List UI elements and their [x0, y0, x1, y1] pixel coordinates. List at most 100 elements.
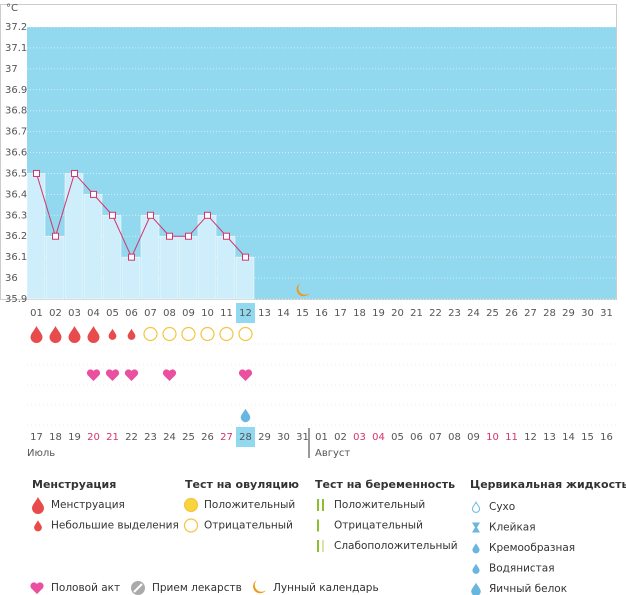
temp-column — [121, 256, 141, 300]
legend-icon — [471, 501, 481, 513]
temp-column — [83, 194, 103, 300]
x-tick-label: 18 — [353, 308, 366, 319]
legend-icon — [317, 540, 319, 552]
ovulation-negative-icon — [143, 326, 158, 342]
temp-column — [64, 173, 84, 300]
y-tick-label: 37 — [5, 64, 18, 75]
today-highlight — [236, 427, 255, 447]
x-tick-label: 22 — [429, 308, 442, 319]
cycle-day-label: 06 — [410, 432, 423, 443]
temp-point — [90, 190, 97, 198]
temp-point — [147, 211, 154, 219]
x-tick-label: 29 — [562, 308, 575, 319]
plot-area — [27, 27, 616, 299]
cycle-day-label: 03 — [353, 432, 366, 443]
legend-heading: Цервикальная жидкость — [470, 478, 626, 491]
legend-item: Половой акт — [51, 582, 120, 594]
x-tick-label: 08 — [163, 308, 176, 319]
temp-point — [204, 211, 211, 219]
cycle-day-label: 07 — [429, 432, 442, 443]
y-tick-label: 37.1 — [5, 43, 27, 54]
today-highlight — [236, 303, 255, 323]
legend-icon — [32, 497, 44, 514]
ovulation-negative-icon — [200, 326, 215, 342]
x-tick-label: 06 — [125, 308, 138, 319]
legend-item: Отрицательный — [334, 520, 423, 532]
legend-icon — [472, 543, 480, 554]
legend-item: Менструация — [51, 499, 125, 511]
legend-item: Положительный — [204, 499, 295, 511]
cycle-day-label: 19 — [68, 432, 81, 443]
legend-icon — [183, 518, 199, 533]
x-tick-label: 27 — [524, 308, 537, 319]
legend-item: Лунный календарь — [273, 582, 379, 594]
legend-icon — [322, 499, 324, 511]
temp-point — [52, 232, 59, 240]
cycle-day-label: 02 — [334, 432, 347, 443]
x-tick-label: 14 — [277, 308, 290, 319]
spotting-icon — [108, 328, 117, 340]
menstruation-icon — [68, 326, 81, 343]
x-tick-label: 31 — [600, 308, 613, 319]
temp-point — [128, 253, 135, 261]
x-tick-label: 20 — [391, 308, 404, 319]
temp-column — [178, 235, 198, 300]
temp-point — [185, 232, 192, 240]
intercourse-icon — [162, 369, 177, 381]
x-tick-label: 21 — [410, 308, 423, 319]
cycle-day-label: 10 — [486, 432, 499, 443]
x-tick-label: 30 — [581, 308, 594, 319]
legend-item: Водянистая — [489, 563, 555, 575]
x-tick-label: 11 — [220, 308, 233, 319]
legend-icon — [317, 519, 319, 532]
y-tick-label: 36.6 — [5, 148, 27, 159]
cycle-day-label: 21 — [106, 432, 119, 443]
x-tick-label: 15 — [296, 308, 309, 319]
y-tick-label: 36 — [5, 273, 18, 284]
legend-heading: Тест на беременность — [315, 478, 455, 491]
legend-item: Яичный белок — [489, 583, 567, 595]
legend-item: Прием лекарств — [152, 582, 242, 594]
y-tick-label: 36.8 — [5, 106, 27, 117]
x-tick-label: 16 — [315, 308, 328, 319]
cycle-day-label: 14 — [562, 432, 575, 443]
cycle-day-label: 12 — [524, 432, 537, 443]
month-label: Июль — [27, 448, 55, 459]
ovulation-negative-icon — [162, 326, 177, 342]
intercourse-icon — [124, 369, 139, 381]
temp-column — [159, 235, 179, 300]
y-tick-label: 37.2 — [5, 22, 27, 33]
x-tick-label: 10 — [201, 308, 214, 319]
intercourse-icon — [86, 369, 101, 381]
temp-point — [223, 232, 230, 240]
legend-item: Отрицательный — [204, 520, 293, 532]
y-tick-label: 36.4 — [5, 189, 27, 200]
legend-item: Сухо — [489, 501, 515, 513]
cycle-day-label: 08 — [448, 432, 461, 443]
x-tick-label: 03 — [68, 308, 81, 319]
y-tick-label: 36.2 — [5, 231, 27, 242]
temp-point — [242, 253, 249, 261]
cycle-day-label: 22 — [125, 432, 138, 443]
legend-heading: Тест на овуляцию — [185, 478, 299, 491]
legend-item: Кремообразная — [489, 542, 575, 554]
cycle-day-label: 23 — [144, 432, 157, 443]
legend-icon — [472, 563, 480, 574]
cycle-day-label: 11 — [505, 432, 518, 443]
legend-icon — [322, 540, 324, 552]
cycle-day-label: 30 — [277, 432, 290, 443]
y-tick-label: 36.3 — [5, 210, 27, 221]
temp-column — [216, 235, 236, 300]
x-tick-label: 23 — [448, 308, 461, 319]
temp-point — [166, 232, 173, 240]
x-tick-label: 17 — [334, 308, 347, 319]
cycle-day-label: 04 — [372, 432, 385, 443]
x-tick-label: 02 — [49, 308, 62, 319]
cycle-day-label: 09 — [467, 432, 480, 443]
temp-column — [197, 215, 217, 300]
y-tick-label: 36.9 — [5, 85, 27, 96]
y-unit: °C — [6, 3, 18, 14]
ovulation-negative-icon — [181, 326, 196, 342]
cycle-day-label: 01 — [315, 432, 328, 443]
y-tick-label: 36.1 — [5, 252, 27, 263]
